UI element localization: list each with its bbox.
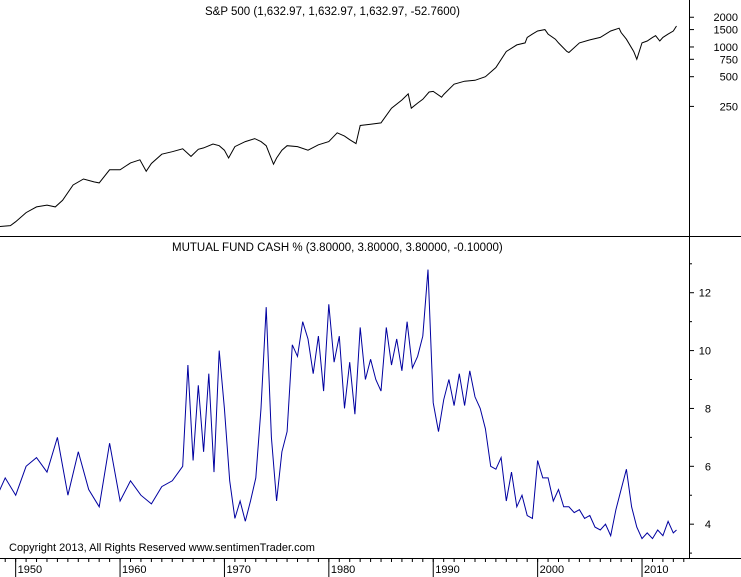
x-tick-label: 1990 (435, 564, 459, 576)
sp500-y-tick-label: 750 (720, 54, 738, 66)
sp500-y-tick-label: 250 (720, 101, 738, 113)
cash-y-tick-label: 10 (699, 346, 711, 358)
x-tick-label: 1960 (122, 564, 146, 576)
x-tick-label: 2010 (644, 564, 668, 576)
sp500-title: S&P 500 (1,632.97, 1,632.97, 1,632.97, -… (205, 6, 460, 18)
sp500-y-tick-label: 1500 (714, 25, 738, 37)
x-tick-label: 1980 (331, 564, 355, 576)
cash-panel: MUTUAL FUND CASH % (3.80000, 3.80000, 3.… (0, 242, 711, 554)
sp500-y-tick-label: 2000 (714, 12, 738, 24)
cash-y-tick-label: 12 (699, 288, 711, 300)
cash-series-line (0, 269, 677, 540)
x-tick-label: 1970 (226, 564, 250, 576)
cash-y-tick-label: 4 (705, 519, 711, 531)
cash-y-tick-label: 8 (705, 403, 711, 415)
cash-title: MUTUAL FUND CASH % (3.80000, 3.80000, 3.… (172, 242, 503, 254)
sp500-series-line (0, 25, 677, 228)
x-axis: 1950 1960 1970 1980 1990 2000 2010 (0, 558, 741, 577)
sp500-panel: S&P 500 (1,632.97, 1,632.97, 1,632.97, -… (0, 6, 738, 228)
x-tick-label: 1950 (18, 564, 42, 576)
cash-y-tick-label: 6 (705, 461, 711, 473)
cash-y-axis: 4 6 8 10 12 (689, 263, 711, 554)
sp500-y-tick-label: 500 (720, 72, 738, 84)
sp500-y-tick-label: 1000 (714, 42, 738, 54)
copyright-text: Copyright 2013, All Rights Reserved www.… (9, 542, 315, 554)
x-tick-label: 2000 (540, 564, 564, 576)
